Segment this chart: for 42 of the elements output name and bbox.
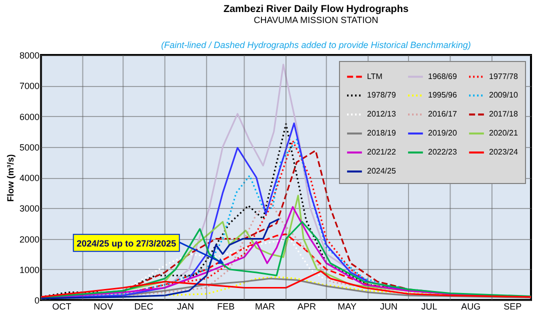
y-tick-label: 0	[34, 296, 40, 306]
legend-label: 2023/24	[489, 148, 518, 156]
chart-subtitle: CHAVUMA MISSION STATION	[254, 15, 378, 25]
y-axis-title: Flow (m³/s)	[5, 154, 16, 202]
x-tick-label: AUG	[461, 302, 481, 312]
y-tick-label: 4000	[19, 173, 40, 183]
legend-label: 2017/18	[489, 110, 518, 118]
x-tick-label: MAY	[338, 302, 356, 312]
x-tick-label: OCT	[52, 302, 72, 312]
legend-label: 2018/19	[367, 128, 396, 138]
x-tick-label: MAR	[254, 302, 276, 312]
x-tick-label: FEB	[217, 302, 235, 312]
legend-label: 2021/22	[367, 148, 396, 156]
x-tick-label: JUN	[380, 302, 398, 312]
chart-title: Zambezi River Daily Flow Hydrographs	[223, 4, 409, 15]
y-tick-label: 7000	[19, 81, 40, 92]
y-tick-label: 5000	[19, 142, 40, 152]
x-tick-label: JAN	[177, 302, 194, 312]
legend-label: LTM	[367, 72, 383, 81]
y-tick-label: 1000	[19, 264, 40, 275]
text: (Faint-lined / Dashed Hydrographs added to provide Historical Benchmarking)	[161, 40, 471, 50]
legend-label: 1977/78	[489, 72, 518, 81]
annotation: 2024/25 up to 27/3/2025	[76, 238, 176, 248]
legend-label: 1968/69	[428, 72, 458, 81]
legend-label: 2022/23	[428, 148, 458, 156]
legend-label: 1978/79	[367, 90, 396, 100]
x-tick-label: NOV	[94, 302, 114, 312]
x-tick-label: JUL	[421, 302, 438, 312]
y-tick-label: 3000	[19, 204, 40, 214]
legend-label: 2020/21	[489, 128, 518, 138]
x-tick-label: SEP	[504, 302, 522, 312]
legend-label: 2012/13	[367, 110, 396, 118]
x-tick-label: DEC	[134, 302, 154, 312]
legend-label: 2016/17	[428, 110, 458, 118]
legend-label: 1995/96	[428, 90, 458, 100]
legend-label: 2009/10	[489, 90, 518, 100]
legend-label: 2024/25	[367, 166, 396, 176]
y-tick-label: 8000	[19, 50, 40, 60]
legend-label: 2019/20	[428, 128, 458, 138]
y-tick-label: 6000	[19, 112, 40, 122]
y-tick-label: 2000	[19, 234, 40, 244]
x-tick-label: APR	[297, 302, 316, 312]
